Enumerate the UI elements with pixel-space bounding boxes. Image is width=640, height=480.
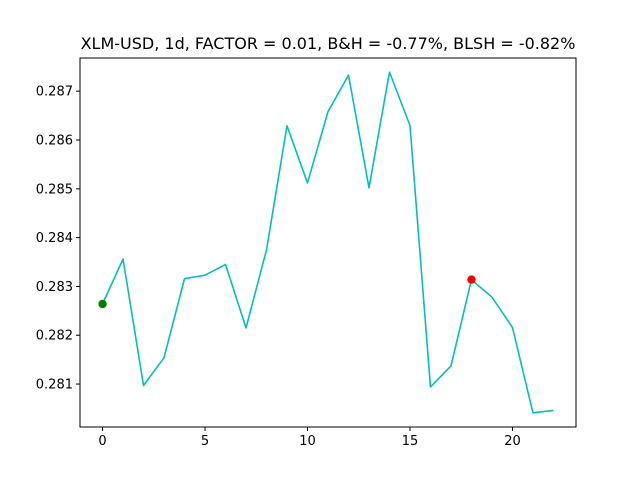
chart-title: XLM-USD, 1d, FACTOR = 0.01, B&H = -0.77%… xyxy=(81,34,576,53)
marker-point-1 xyxy=(467,275,476,284)
y-tick-label-6: 0.287 xyxy=(36,85,73,100)
x-tick-label-3: 15 xyxy=(402,434,419,449)
y-tick-label-4: 0.285 xyxy=(36,182,73,197)
x-tick-label-1: 5 xyxy=(201,434,209,449)
x-tick-label-0: 0 xyxy=(98,434,106,449)
y-tick-label-3: 0.284 xyxy=(36,231,73,246)
series-line-0 xyxy=(101,71,554,414)
x-tick-label-4: 20 xyxy=(504,434,521,449)
marker-point-0 xyxy=(98,299,107,309)
y-tick-label-1: 0.282 xyxy=(36,329,73,344)
plot-area: 0 5 10 15 20 0.281 0.282 0.283 0.284 0.285 0.286 0.… xyxy=(36,57,577,449)
y-tick-label-0: 0.281 xyxy=(36,378,73,393)
y-tick-label-2: 0.283 xyxy=(36,280,73,295)
x-tick-label-2: 10 xyxy=(299,434,316,449)
y-tick-label-5: 0.286 xyxy=(36,134,73,149)
axes-frame xyxy=(79,57,577,428)
